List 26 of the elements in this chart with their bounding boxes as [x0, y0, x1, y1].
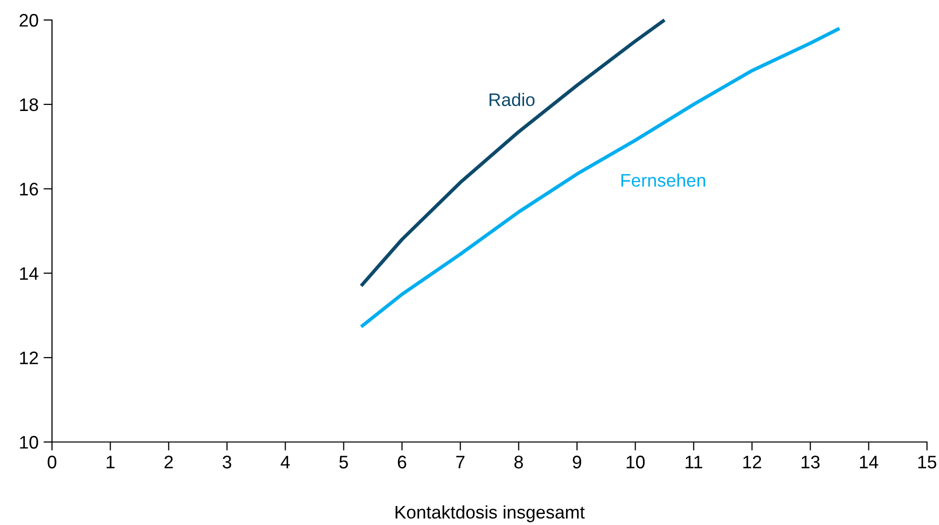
x-tick-label: 14 — [860, 456, 878, 468]
x-tick-label: 13 — [802, 456, 820, 468]
y-tick-label: 12 — [20, 352, 38, 364]
x-tick-label: 15 — [918, 456, 936, 468]
x-tick-label: 9 — [572, 456, 582, 468]
y-tick-label: 10 — [20, 436, 38, 449]
series-label: Fernsehen — [621, 174, 706, 187]
x-tick-label: 6 — [398, 456, 406, 468]
y-tick-label: 18 — [20, 98, 38, 112]
y-tick-label: 16 — [20, 182, 38, 196]
x-tick-label: 4 — [280, 456, 290, 468]
x-tick-label: 7 — [456, 456, 464, 468]
y-tick-label: 14 — [20, 267, 38, 280]
x-tick-label: 8 — [514, 456, 523, 468]
series-label: Radio — [490, 92, 535, 106]
x-tick-label: 3 — [222, 456, 232, 468]
x-tick-label: 1 — [106, 456, 114, 468]
x-tick-label: 0 — [48, 456, 56, 468]
line-series — [359, 26, 842, 329]
x-tick-label: 10 — [626, 456, 645, 468]
x-tick-label: 2 — [164, 456, 173, 468]
x-tick-label: 5 — [339, 456, 348, 468]
x-tick-label: 11 — [686, 456, 702, 468]
x-tick-label: 12 — [743, 456, 762, 468]
x-axis-title: Kontaktdosis insgesamt — [396, 505, 585, 522]
y-tick-label: 20 — [20, 14, 38, 27]
